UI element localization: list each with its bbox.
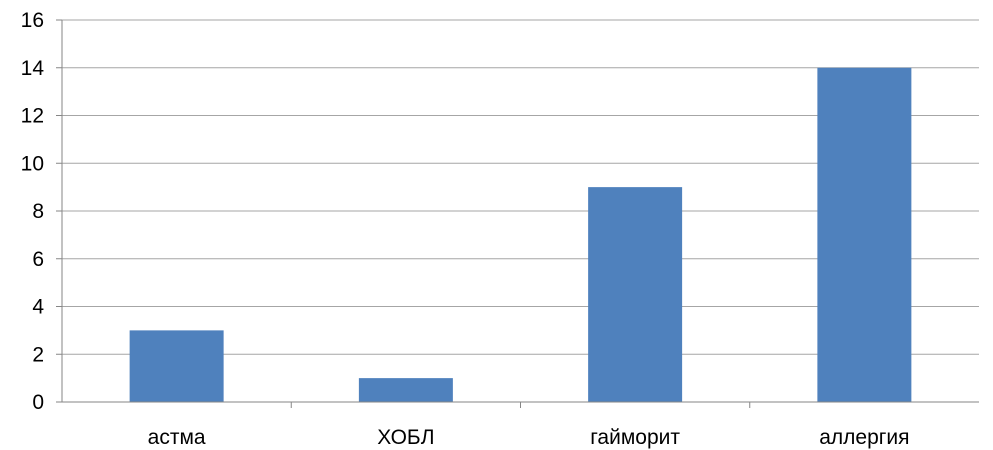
gridlines xyxy=(62,19,979,355)
x-category-label: аллергия xyxy=(819,426,909,449)
y-tick-label: 2 xyxy=(32,343,44,366)
y-tick-label: 6 xyxy=(32,248,44,271)
bar-1 xyxy=(129,330,224,402)
y-tick-label: 4 xyxy=(32,296,44,319)
y-tick-label: 16 xyxy=(21,9,44,32)
y-tick-label: 8 xyxy=(32,200,44,223)
bar-4 xyxy=(817,67,912,402)
y-tick-label: 14 xyxy=(21,57,45,80)
bar-2 xyxy=(358,378,453,402)
bars xyxy=(129,67,912,402)
x-category-label: гайморит xyxy=(590,426,680,449)
x-category-label: астма xyxy=(148,426,206,449)
x-category-label: ХОБЛ xyxy=(377,426,434,449)
axes xyxy=(56,19,979,408)
y-tick-label: 0 xyxy=(32,391,44,414)
x-axis-category-labels: астма ХОБЛ гайморит аллергия xyxy=(148,426,910,449)
y-tick-label: 12 xyxy=(21,105,44,128)
y-axis-tick-labels: 0 2 4 6 8 10 12 14 16 xyxy=(21,9,45,414)
bar-3 xyxy=(588,187,683,402)
y-tick-label: 10 xyxy=(21,152,44,175)
